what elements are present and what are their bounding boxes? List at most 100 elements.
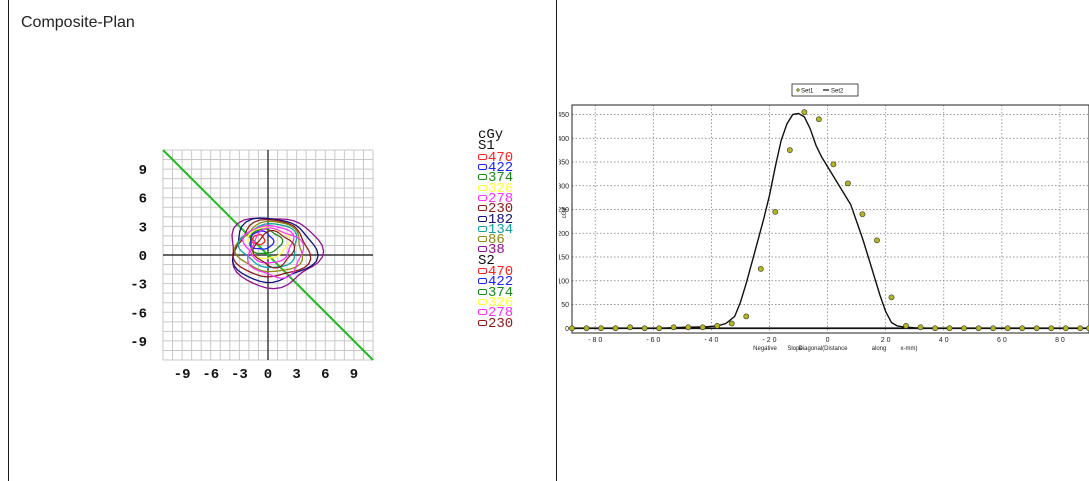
legend-group-label: S2 — [478, 252, 495, 269]
isodose-contour — [252, 229, 295, 269]
y-tick-label: 0 — [139, 249, 147, 265]
isodose-contour — [249, 230, 275, 250]
data-point-set1 — [786, 147, 793, 154]
legend-swatch — [478, 309, 487, 316]
y-tick-label: -3 — [130, 278, 147, 294]
data-point-set1 — [685, 324, 692, 331]
legend-item: 470 — [478, 265, 513, 279]
data-point-set1 — [1086, 325, 1089, 332]
legend-swatch — [478, 215, 487, 222]
legend-swatch — [478, 246, 487, 253]
x-tick-label: 3 — [292, 367, 300, 383]
legend-item: 422 — [478, 274, 514, 291]
legend-item: 134 — [478, 223, 513, 237]
data-point-set1 — [583, 325, 590, 332]
legend-unit: cGy — [478, 127, 504, 143]
data-point-set1 — [932, 325, 938, 332]
legend-marker-set1 — [796, 88, 800, 92]
legend-value: 278 — [488, 305, 514, 322]
legend-item: 326 — [478, 182, 513, 196]
panel-title: Composite-Plan — [21, 14, 135, 31]
data-point-set1 — [714, 322, 721, 329]
legend-swatch — [478, 184, 487, 191]
plot-frame — [571, 104, 1089, 334]
series-line-set2 — [659, 112, 956, 329]
data-point-set1 — [917, 324, 924, 331]
legend-item: 374 — [478, 170, 514, 187]
y-tick-label: 400 — [559, 136, 569, 143]
legend-value: 230 — [488, 315, 514, 332]
legend-value: 422 — [488, 160, 514, 177]
x-tick-label: -6 — [202, 367, 219, 383]
profile-line — [162, 149, 374, 361]
data-point-set1 — [772, 208, 779, 215]
y-tick-label: 150 — [559, 255, 569, 262]
legend-value: 86 — [488, 232, 505, 249]
legend-item: 422 — [478, 160, 514, 177]
data-point-set1 — [656, 325, 663, 332]
x-tick-label: 0 — [826, 337, 830, 344]
profile-grid — [572, 105, 1089, 333]
isodose-contour — [234, 220, 304, 273]
legend-swatch — [478, 236, 487, 243]
data-point-set1 — [1062, 325, 1069, 332]
data-point-set1 — [728, 320, 735, 327]
legend-swatch — [478, 205, 487, 212]
dose-profile-chart: 0 50 100 150 200 250 300 350 400 450 - 8 0 - 6 0 - 4… — [559, 83, 1089, 352]
x-tick-label: - 2 0 — [762, 337, 776, 344]
legend-value: 182 — [488, 211, 514, 228]
data-point-set1 — [975, 325, 982, 332]
x-tick-label: - 4 0 — [704, 337, 718, 344]
legend-value: 374 — [488, 284, 514, 301]
x-tick-label: 9 — [350, 367, 358, 383]
x-tick-label: 0 — [264, 367, 272, 383]
y-tick-label: 3 — [139, 220, 147, 236]
data-point-set1 — [627, 324, 633, 331]
isodose-contour — [241, 224, 295, 264]
isodose-contours — [231, 217, 325, 290]
legend-swatch — [478, 164, 487, 171]
y-tick-label: 0 — [565, 326, 569, 333]
legend-item: 86 — [478, 232, 513, 249]
data-point-set1 — [990, 325, 997, 332]
data-point-set1 — [845, 180, 851, 187]
x-tick-label: 6 0 — [997, 337, 1007, 344]
x-tick-label: 4 0 — [939, 337, 949, 344]
legend-item: 278 — [478, 192, 513, 206]
y-axis-label: cGy — [562, 208, 568, 219]
y-tick-label: 250 — [559, 207, 569, 214]
data-point-set1 — [1048, 325, 1055, 332]
data-point-set1 — [946, 325, 953, 332]
isodose-contour — [237, 223, 298, 269]
legend-swatch — [478, 153, 487, 160]
panel-divider-line — [556, 0, 557, 481]
legend-value: 470 — [488, 149, 514, 166]
y-tick-label: 6 — [139, 192, 147, 208]
legend-item: 230 — [478, 315, 514, 332]
x-tick-label: - 6 0 — [646, 337, 660, 344]
legend-item: 470 — [478, 149, 514, 166]
data-point-set1 — [888, 294, 895, 301]
data-point-set1 — [903, 322, 909, 329]
x-tick-label: -9 — [174, 367, 191, 383]
legend-value: 374 — [488, 170, 514, 187]
isodose-legend: cGy S1 470 422 374 326 278 230 182 134 86 38 S2 470 42… — [478, 127, 514, 332]
data-point-set1 — [1077, 325, 1084, 332]
legend-item: 182 — [478, 211, 514, 228]
data-point-set1 — [830, 161, 837, 168]
y-tick-label: 200 — [559, 231, 569, 238]
data-point-set1 — [1033, 325, 1040, 332]
y-tick-label: -6 — [130, 306, 147, 322]
legend-value: 326 — [488, 295, 514, 312]
legend-group-label: S1 — [478, 138, 495, 155]
y-tick-label: 350 — [559, 160, 569, 167]
x-axis-label: along — [872, 346, 887, 352]
data-point-set1 — [670, 324, 677, 331]
legend-value: 422 — [488, 274, 514, 291]
legend-value: 230 — [488, 201, 514, 218]
x-axis-label: x-mm) — [901, 346, 918, 352]
isodose-contour — [251, 233, 266, 246]
x-tick-label: - 8 0 — [588, 337, 602, 344]
x-tick-label: -3 — [231, 367, 248, 383]
data-point-set1 — [598, 325, 604, 332]
